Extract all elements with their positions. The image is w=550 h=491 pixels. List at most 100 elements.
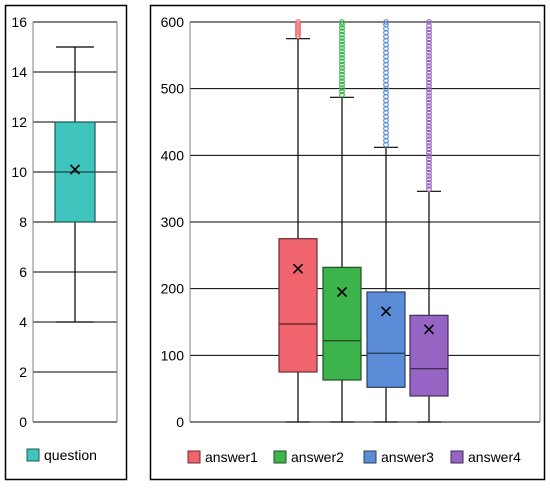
outlier-point xyxy=(339,75,345,81)
chart-frame xyxy=(149,4,546,481)
outlier-point xyxy=(339,25,345,31)
outlier-point xyxy=(426,143,432,149)
outlier-point xyxy=(426,129,432,136)
outlier-point xyxy=(383,133,389,140)
outlier-point xyxy=(383,81,389,88)
outlier-point xyxy=(426,26,432,33)
outlier-point xyxy=(383,129,389,136)
outlier-point xyxy=(339,51,345,58)
outlier-point xyxy=(383,101,389,108)
outlier-point xyxy=(426,63,432,69)
y-tick-label: 8 xyxy=(19,214,27,230)
outlier-point xyxy=(339,85,345,91)
outlier-point xyxy=(426,83,432,89)
legend-swatch-question xyxy=(26,448,40,462)
box-iqr xyxy=(366,291,406,388)
outlier-point xyxy=(426,146,432,153)
outlier-point xyxy=(339,21,345,28)
outlier-point xyxy=(339,28,345,35)
outlier-point xyxy=(426,99,432,106)
box-answer1 xyxy=(278,19,318,423)
box-answer4 xyxy=(409,19,449,423)
outlier-point xyxy=(383,19,389,25)
outlier-point xyxy=(339,55,345,61)
outlier-point xyxy=(426,66,432,73)
outlier-point xyxy=(426,76,432,83)
outlier-point xyxy=(426,19,432,25)
outlier-point xyxy=(295,21,301,27)
outlier-point xyxy=(426,139,432,146)
outlier-point xyxy=(426,149,432,156)
outlier-point xyxy=(383,93,389,100)
outlier-point xyxy=(383,77,389,84)
outlier-point xyxy=(426,59,432,66)
outlier-point xyxy=(383,85,389,92)
outlier-point xyxy=(426,56,432,63)
outlier-point xyxy=(426,89,432,96)
box-iqr xyxy=(409,314,449,397)
chart-panel-1: 0 2 4 6 8 10 12 14 16 question xyxy=(4,4,128,481)
y-tick-label: 200 xyxy=(161,281,185,297)
y-tick-label: 14 xyxy=(11,64,27,80)
legend-swatch-answer3 xyxy=(363,450,377,464)
outlier-point xyxy=(339,35,345,41)
y-tick-label: 0 xyxy=(19,414,27,430)
outlier-point xyxy=(339,68,345,75)
outlier-point xyxy=(426,126,432,133)
y-tick-label: 600 xyxy=(161,14,185,30)
outlier-point xyxy=(339,19,345,25)
mean-marker xyxy=(380,306,392,317)
outlier-point xyxy=(383,97,389,104)
outlier-point xyxy=(426,156,432,163)
outlier-point xyxy=(426,49,432,56)
outlier-point xyxy=(426,136,432,143)
y-tick-label: 16 xyxy=(11,14,27,30)
outlier-point xyxy=(383,89,389,96)
y-tick-label: 4 xyxy=(19,314,27,330)
outlier-point xyxy=(426,166,432,173)
y-tick-label: 6 xyxy=(19,264,27,280)
outlier-point xyxy=(383,121,389,128)
outlier-point xyxy=(339,91,345,98)
legend-label-answer3: answer3 xyxy=(381,449,434,465)
outlier-point xyxy=(426,29,432,36)
outlier-point xyxy=(383,137,389,144)
box-answer2 xyxy=(322,19,362,423)
y-tick-label: 500 xyxy=(161,81,185,97)
y-tick-label: 0 xyxy=(176,414,184,430)
outlier-point xyxy=(339,48,345,55)
outlier-point xyxy=(339,65,345,71)
box-iqr xyxy=(278,238,318,373)
outlier-point xyxy=(426,103,432,109)
outlier-point xyxy=(426,183,432,189)
outlier-point xyxy=(426,106,432,113)
legend-swatch-answer2 xyxy=(273,450,287,464)
outlier-point xyxy=(426,73,432,79)
legend-label-answer2: answer2 xyxy=(291,449,344,465)
outlier-point xyxy=(426,113,432,119)
outlier-point xyxy=(339,78,345,85)
outlier-point xyxy=(383,113,389,120)
outlier-point xyxy=(426,116,432,123)
outlier-point xyxy=(426,79,432,86)
outlier-point xyxy=(383,69,389,76)
outlier-point xyxy=(339,71,345,78)
outlier-point xyxy=(339,31,345,38)
outlier-point xyxy=(339,81,345,88)
chart-frame xyxy=(4,4,128,481)
y-tick-label: 100 xyxy=(161,347,185,363)
outlier-point xyxy=(426,109,432,116)
chart-panel-2: 0 100 200 300 400 500 600 answer1 answer2 answer3… xyxy=(149,4,546,481)
outlier-point xyxy=(426,169,432,176)
outlier-point xyxy=(339,41,345,48)
outlier-point xyxy=(426,93,432,99)
outlier-point xyxy=(426,69,432,76)
legend-swatch-answer4 xyxy=(450,450,464,464)
y-tick-label: 2 xyxy=(19,364,27,380)
box-question xyxy=(54,46,96,323)
outlier-point xyxy=(426,36,432,43)
legend-label-answer1: answer1 xyxy=(205,449,258,465)
mean-marker xyxy=(69,164,81,175)
outlier-point xyxy=(426,133,432,139)
